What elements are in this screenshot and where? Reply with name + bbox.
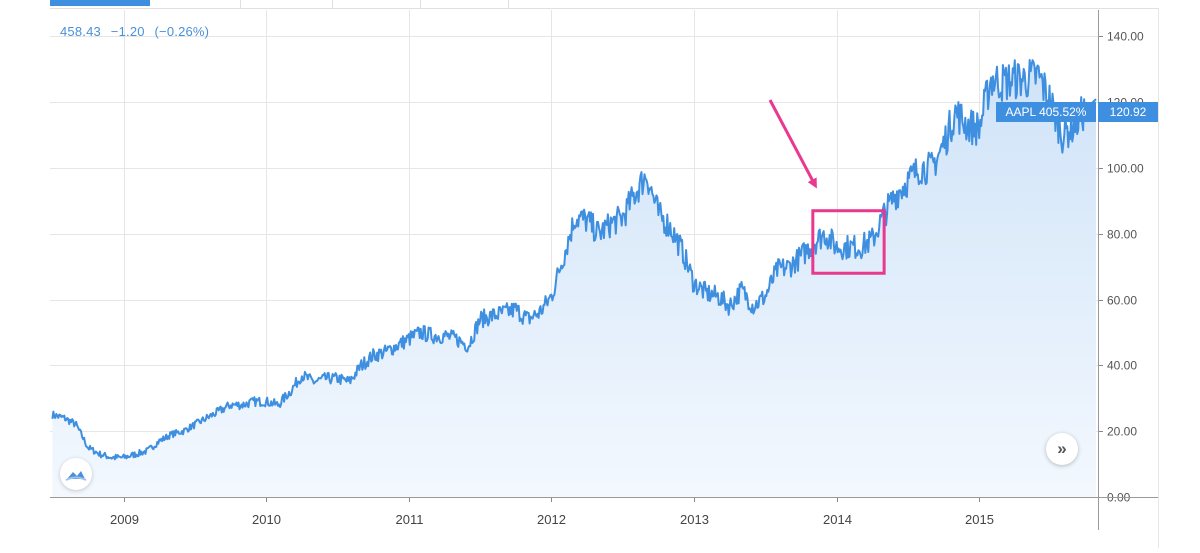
area-fill [52, 60, 1096, 497]
axes: 0.0020.0040.0060.0080.00100.00120.00140.… [50, 8, 1159, 548]
last-price-text: 120.92 [1110, 105, 1147, 119]
x-tick-label: 2010 [252, 512, 281, 527]
x-tick-label: 2013 [680, 512, 709, 527]
price-line-group [51, 59, 1097, 461]
price-line[interactable] [51, 59, 1097, 461]
series-label-text: AAPL 405.52% [1006, 105, 1087, 119]
scroll-right-label: » [1057, 439, 1067, 458]
annotation-arrow [768, 99, 817, 189]
price-badge: AAPL 405.52% 120.92 [996, 102, 1158, 122]
x-tick-label: 2015 [965, 512, 994, 527]
annotations [768, 99, 886, 275]
x-tick-label: 2014 [823, 512, 852, 527]
readout-change: −1.20 [110, 24, 145, 39]
area-fill-shape [52, 60, 1096, 497]
top-tab-strip [50, 0, 1158, 9]
y-tick-label: 100.00 [1107, 162, 1144, 176]
y-tick-label: 20.00 [1107, 425, 1137, 439]
x-tick-label: 2011 [396, 512, 424, 527]
last-price-badge [1098, 102, 1158, 122]
readout-last: 458.43 [60, 24, 101, 39]
highlight-box [811, 209, 886, 275]
ohlc-readout: 458.43 −1.20 (−0.26%) [60, 24, 215, 39]
y-tick-label: 80.00 [1107, 228, 1137, 242]
active-tab-indicator[interactable] [50, 0, 150, 6]
series-label-badge [996, 102, 1096, 122]
x-tick-label: 2009 [110, 512, 139, 527]
y-tick-label: 140.00 [1107, 30, 1144, 44]
tradingview-cloud-icon[interactable] [60, 458, 92, 490]
x-tick-label: 2012 [537, 512, 566, 527]
y-tick-label: 60.00 [1107, 294, 1137, 308]
y-tick-label: 40.00 [1107, 359, 1137, 373]
double-chevron-right-icon[interactable]: » [1046, 433, 1078, 465]
readout-change-pct: (−0.26%) [154, 24, 210, 39]
